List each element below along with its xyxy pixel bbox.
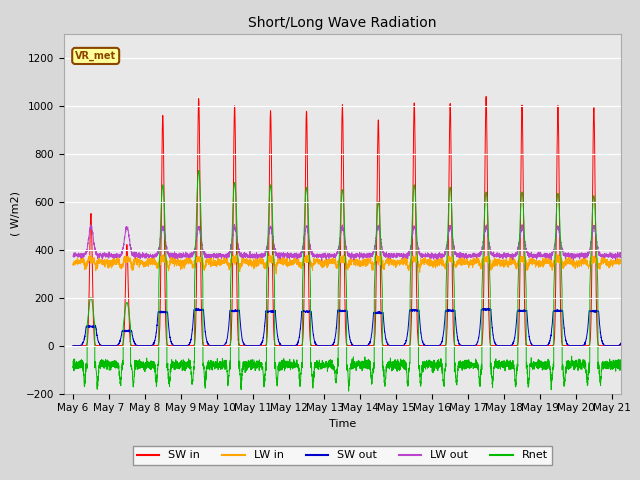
X-axis label: Time: Time [329, 419, 356, 429]
LW in [273, 271, 280, 276]
LW in [518, 257, 526, 263]
SW in [69, 343, 77, 348]
SW out [382, 335, 390, 341]
LW out [413, 238, 420, 243]
SW in [547, 343, 554, 348]
LW out [561, 254, 569, 260]
LW in [266, 251, 273, 257]
LW in [69, 261, 77, 266]
Rnet [188, 379, 196, 385]
Y-axis label: ( W/m2): ( W/m2) [10, 191, 20, 236]
Line: LW in: LW in [73, 254, 640, 274]
LW in [413, 256, 420, 262]
SW in [561, 343, 569, 348]
Line: Rnet: Rnet [73, 170, 640, 391]
SW out [561, 334, 569, 339]
Rnet [413, 232, 420, 238]
SW out [188, 329, 196, 335]
SW out [547, 335, 554, 341]
LW in [188, 263, 196, 268]
LW in [382, 257, 390, 263]
LW out [518, 224, 526, 229]
Rnet [547, 372, 554, 378]
Rnet [345, 388, 353, 394]
LW in [547, 258, 554, 264]
Line: LW out: LW out [73, 225, 640, 260]
LW out [69, 253, 77, 259]
SW in [518, 105, 526, 110]
LW out [382, 252, 390, 258]
LW out [230, 222, 238, 228]
SW in [413, 282, 420, 288]
LW out [318, 257, 326, 263]
Line: SW in: SW in [73, 96, 640, 346]
SW out [413, 308, 420, 314]
Text: VR_met: VR_met [75, 51, 116, 61]
SW out [484, 305, 492, 311]
SW out [518, 308, 526, 314]
SW in [483, 94, 490, 99]
LW in [561, 259, 569, 264]
Rnet [195, 168, 202, 173]
Rnet [561, 370, 569, 375]
Line: SW out: SW out [73, 308, 640, 346]
LW out [547, 253, 554, 259]
Legend: SW in, LW in, SW out, LW out, Rnet: SW in, LW in, SW out, LW out, Rnet [132, 446, 552, 465]
SW out [69, 343, 77, 348]
SW in [188, 343, 196, 348]
LW out [188, 252, 196, 257]
Rnet [69, 363, 77, 369]
Title: Short/Long Wave Radiation: Short/Long Wave Radiation [248, 16, 436, 30]
SW in [382, 343, 390, 348]
Rnet [382, 366, 390, 372]
Rnet [518, 190, 526, 195]
